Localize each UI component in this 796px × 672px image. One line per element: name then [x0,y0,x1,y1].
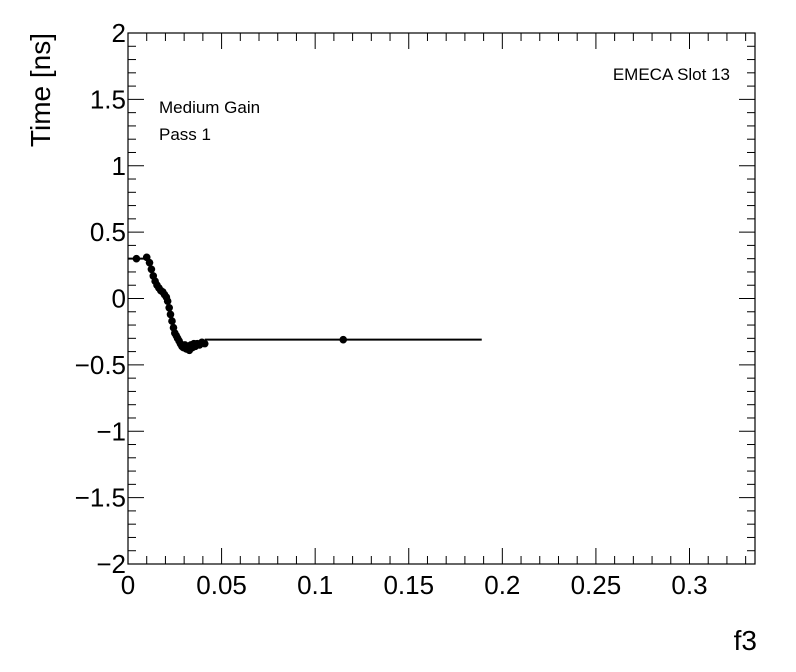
y-tick-label: −1 [96,416,126,446]
y-tick-label: 1.5 [90,84,126,114]
y-tick-label: 0 [112,284,126,314]
data-marks [128,253,482,355]
x-tick-label: 0 [121,570,135,600]
data-point [163,297,172,305]
data-point [168,317,176,325]
data-point [145,258,154,267]
y-axis-title: Time [ns] [25,33,56,147]
x-tick-label: 0.1 [297,570,333,600]
y-tick-label: −1.5 [75,483,126,513]
y-tick-label: 1 [112,151,126,181]
x-tick-label: 0.3 [671,570,707,600]
axis-ticks [127,32,755,565]
x-tick-label: 0.2 [484,570,520,600]
data-point [147,265,156,274]
gain-annotation: Medium Gain [159,98,260,117]
y-tick-label: −2 [96,549,126,579]
data-point [200,339,209,348]
data-point [132,254,141,263]
x-tick-label: 0.15 [383,570,434,600]
slot-annotation: EMECA Slot 13 [613,65,730,84]
data-point [339,335,348,344]
y-tick-label: 0.5 [90,217,126,247]
y-tick-label: −0.5 [75,350,126,380]
data-point [166,310,175,319]
x-tick-label: 0.05 [196,570,247,600]
y-tick-label: 2 [112,18,126,48]
tick-labels: 0 0.05 0.1 0.15 0.2 0.25 0.3 −2 −1.5 −1 −0.5 0 0.5 1 1… [75,18,708,600]
x-tick-label: 0.25 [571,570,622,600]
pass-annotation: Pass 1 [159,125,211,144]
data-point [165,303,173,312]
x-axis-title: f3 [734,625,757,656]
